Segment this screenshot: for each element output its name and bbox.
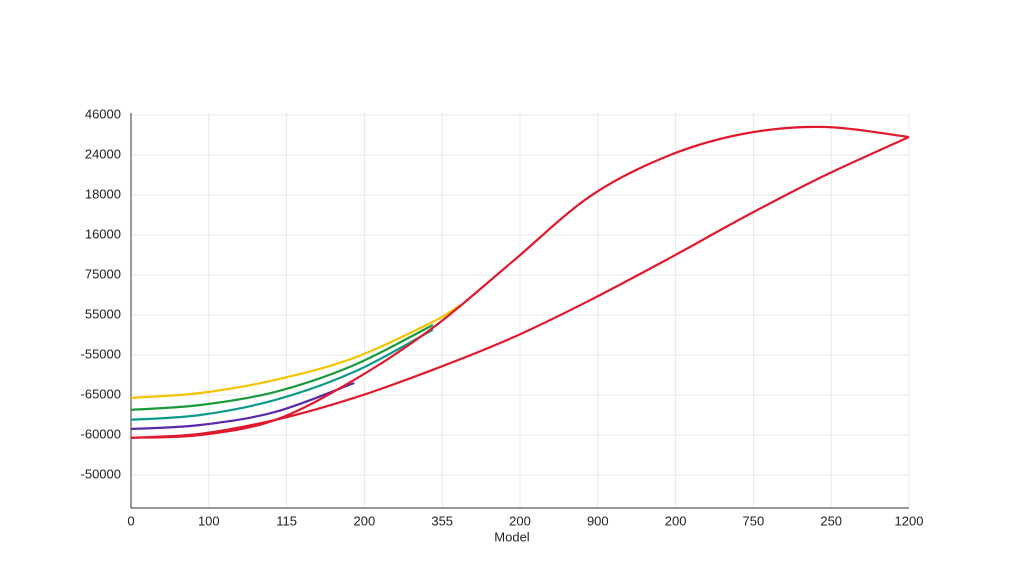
y-tick-label: -55000 (81, 346, 121, 361)
line-series (130, 328, 434, 421)
x-tick-label: 250 (820, 513, 842, 528)
line-series (130, 135, 910, 439)
x-tick-label: 100 (198, 513, 220, 528)
x-tick-label: 750 (743, 513, 765, 528)
y-tick-label: -60000 (81, 426, 121, 441)
y-tick-label: -50000 (81, 466, 121, 481)
line-series (130, 324, 434, 411)
x-tick-label: 900 (587, 513, 609, 528)
x-tick-label: 200 (665, 513, 687, 528)
y-tick-label: 55000 (85, 306, 121, 321)
x-tick-label: 115 (276, 513, 297, 528)
y-tick-label: 18000 (85, 186, 121, 201)
x-tick-label: 1200 (895, 513, 924, 528)
y-tick-label: 24000 (85, 146, 121, 161)
line-series (130, 304, 461, 399)
x-tick-label: 0 (127, 513, 134, 528)
line-series (130, 381, 355, 431)
x-tick-label: 200 (354, 513, 376, 528)
y-tick-label: -65000 (81, 386, 121, 401)
y-tick-label: 75000 (85, 266, 121, 281)
x-tick-label: 200 (509, 513, 531, 528)
y-tick-label: 46000 (85, 106, 121, 121)
y-tick-label: 16000 (85, 226, 121, 241)
x-tick-label: 355 (431, 513, 453, 528)
x-axis-label: Model (494, 529, 530, 544)
